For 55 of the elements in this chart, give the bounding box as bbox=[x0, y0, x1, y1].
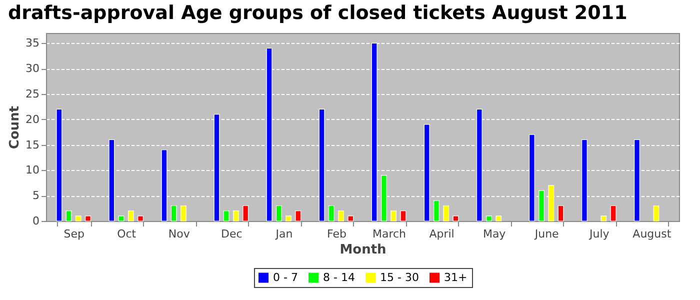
bar bbox=[558, 205, 564, 222]
y-tick-label: 0 bbox=[32, 214, 40, 228]
y-tick-label: 35 bbox=[26, 36, 40, 50]
x-tick-label: Dec bbox=[221, 228, 242, 240]
x-tick-label: March bbox=[372, 228, 406, 240]
bar bbox=[328, 205, 334, 222]
bar bbox=[170, 205, 177, 222]
legend-label: 15 - 30 bbox=[380, 270, 419, 284]
bar bbox=[180, 205, 186, 222]
bar bbox=[400, 210, 406, 222]
x-tick-label: Jan bbox=[274, 228, 293, 240]
bar bbox=[118, 216, 124, 222]
x-tick-label: Sep bbox=[64, 228, 84, 240]
bar bbox=[138, 216, 144, 222]
chart-title: drafts-approval Age groups of closed tickets August 2011 bbox=[8, 2, 628, 24]
x-tick-label: July bbox=[588, 228, 610, 240]
bar bbox=[295, 210, 302, 222]
bar bbox=[66, 210, 72, 222]
bar bbox=[486, 216, 492, 222]
bar bbox=[286, 216, 292, 222]
legend-label: 31+ bbox=[444, 270, 468, 284]
bar bbox=[496, 216, 502, 222]
x-tick-label: Nov bbox=[168, 228, 190, 240]
legend-label: 8 - 14 bbox=[323, 270, 355, 284]
bar bbox=[233, 210, 239, 222]
bar bbox=[75, 216, 82, 222]
y-tick-label: 5 bbox=[32, 189, 40, 202]
x-tick-label: June bbox=[534, 228, 560, 240]
legend-label: 0 - 7 bbox=[273, 270, 298, 284]
x-tick-label: August bbox=[632, 228, 672, 240]
bar bbox=[600, 216, 607, 222]
x-tick-label: May bbox=[482, 228, 506, 240]
bar bbox=[338, 210, 344, 222]
bar bbox=[128, 210, 134, 222]
x-axis-title: Month bbox=[340, 242, 386, 258]
bar bbox=[452, 216, 459, 222]
x-tick-label: Feb bbox=[326, 228, 346, 240]
x-tick-label: Oct bbox=[117, 228, 137, 240]
bar bbox=[443, 205, 450, 222]
y-tick-label: 30 bbox=[26, 62, 40, 76]
y-tick-label: 15 bbox=[26, 138, 40, 152]
y-tick-label: 20 bbox=[26, 112, 40, 126]
bar bbox=[610, 205, 616, 222]
y-axis-title: Count bbox=[8, 106, 23, 150]
bar bbox=[653, 205, 660, 222]
bar bbox=[85, 216, 91, 222]
x-tick-label: April bbox=[429, 228, 454, 240]
bar bbox=[276, 205, 282, 222]
bar bbox=[348, 216, 354, 222]
bar bbox=[390, 210, 397, 222]
bar bbox=[434, 200, 440, 222]
bar bbox=[223, 210, 230, 222]
bar bbox=[242, 205, 249, 222]
y-tick-label: 10 bbox=[26, 164, 40, 177]
y-tick-label: 25 bbox=[26, 87, 40, 100]
